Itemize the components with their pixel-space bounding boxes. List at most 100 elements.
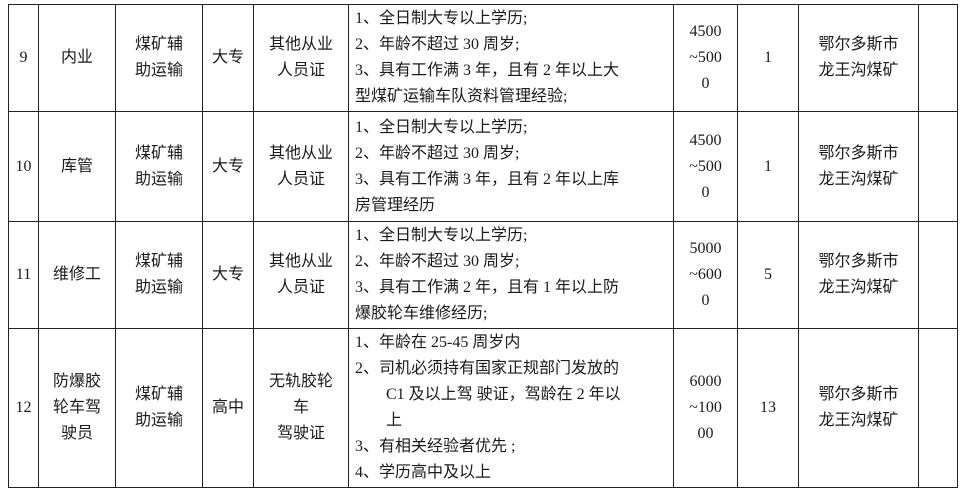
cell-headcount-line: 1	[764, 157, 772, 175]
cell-requirements-line: 上	[386, 412, 403, 429]
cell-salary-line: 0	[701, 183, 710, 201]
cell-salary-line: 0	[701, 292, 710, 309]
cell-requirements-line: 2、年龄不超过 30 周岁;	[355, 144, 520, 162]
cell-certificate-line: 人员证	[276, 62, 325, 79]
cell-certificate-line: 其他从业	[268, 253, 333, 270]
cell-requirements-line: 4、学历高中及以上	[355, 464, 492, 481]
cell-certificate-line: 人员证	[276, 170, 325, 188]
cell-row-number: 12	[8, 328, 39, 488]
cell-location: 鄂尔多斯市龙王沟煤矿	[798, 328, 919, 488]
cell-note	[918, 328, 958, 488]
cell-salary-line: 0	[701, 75, 710, 92]
cell-department-line: 助运输	[134, 412, 183, 429]
cell-requirements: 1、全日制大专以上学历; 2、年龄不超过 30 周岁; 3、具有工作满 3 年，且有…	[348, 111, 674, 222]
cell-salary-line: ~600	[689, 266, 722, 283]
cell-salary-line: ~500	[689, 49, 722, 66]
cell-salary-line: ~500	[689, 157, 722, 175]
cell-location-line: 龙王沟煤矿	[818, 170, 899, 188]
cell-position: 内业	[38, 4, 116, 112]
table-row: 10 库管 煤矿辅 助运输 大专 其他从业 人员证 1、全日制大专以上学历; 2、年龄不超过 3…	[8, 111, 958, 222]
cell-location-line: 鄂尔多斯市	[818, 253, 899, 270]
cell-certificate-line: 车	[292, 399, 309, 416]
cell-salary: 6000 ~100 00	[673, 328, 738, 488]
cell-requirements: 1、全日制大专以上学历; 2、年龄不超过 30 周岁; 3、具有工作满 3 年，且有…	[348, 4, 674, 112]
cell-location-line: 鄂尔多斯市	[818, 144, 899, 162]
cell-note	[918, 221, 958, 329]
cell-location: 鄂尔多斯市 龙王沟煤矿	[798, 4, 919, 112]
cell-requirements: 1、年龄在 25-45 周岁内 2、司机必须持有国家正规部门发放的 C1 及以上驾 …	[348, 328, 674, 488]
cell-position-line: 库管	[60, 157, 93, 175]
cell-position: 库管	[38, 111, 116, 222]
cell-certificate-line: 人员证	[276, 279, 325, 296]
cell-position-line: 防爆胶	[52, 373, 101, 390]
cell-location-line: 龙王沟煤矿	[818, 62, 899, 79]
cell-department-line: 煤矿辅	[134, 386, 183, 403]
cell-department-line: 助运输	[134, 279, 183, 296]
cell-certificate-line: 其他从业	[268, 36, 333, 53]
cell-education-line: 大专	[211, 157, 244, 175]
cell-location: 鄂尔多斯市龙王沟煤矿	[798, 111, 919, 222]
cell-row-number: 10	[8, 111, 39, 222]
cell-requirements-line: 1、年龄在 25-45 周岁内	[355, 334, 521, 351]
cell-certificate: 无轨胶轮车驾驶证	[253, 328, 349, 488]
cell-salary: 5000 ~600 0	[673, 221, 738, 329]
cell-department-line: 煤矿辅	[134, 144, 183, 162]
cell-requirements-line: 1、全日制大专以上学历;	[355, 10, 528, 27]
cell-education-line: 大专	[211, 266, 244, 283]
cell-location: 鄂尔多斯市 龙王沟煤矿	[798, 221, 919, 329]
cell-salary: 4500 ~500 0	[673, 4, 738, 112]
cell-requirements-line: 1、全日制大专以上学历;	[355, 227, 528, 244]
cell-education-line: 高中	[211, 399, 244, 416]
cell-headcount-line: 1	[764, 49, 772, 66]
cell-position: 防爆胶 轮车驾 驶员	[38, 328, 116, 488]
cell-requirements-line: 爆胶轮车维修经历;	[355, 305, 488, 322]
cell-salary-line: ~100	[689, 399, 722, 416]
cell-certificate: 其他从业 人员证	[253, 111, 349, 222]
cell-salary-line: 6000	[689, 373, 722, 390]
cell-requirements-line: 2、年龄不超过 30 周岁;	[355, 253, 520, 270]
cell-row-number-line: 11	[15, 266, 32, 283]
cell-department-line: 助运输	[134, 170, 183, 188]
cell-salary-line: 00	[697, 425, 714, 442]
recruitment-table: 9 内业 煤矿辅 助运输 大专 其他从业 人员证 1、全日制大专以上学历; 2、年龄不超过 30…	[8, 4, 958, 488]
cell-location-line: 鄂尔多斯市	[818, 386, 899, 403]
cell-education: 大专	[202, 221, 254, 329]
cell-row-number-line: 9	[19, 49, 28, 66]
cell-requirements-line: 房管理经历	[355, 196, 436, 214]
cell-requirements-line: 3、有相关经验者优先 ;	[355, 438, 516, 455]
cell-certificate: 其他从业 人员证	[253, 221, 349, 329]
cell-position: 维修工	[38, 221, 116, 329]
cell-headcount: 1	[737, 4, 799, 112]
cell-certificate-line: 其他从业	[268, 144, 333, 162]
cell-salary-line: 4500	[689, 23, 722, 40]
cell-requirements-line: 3、具有工作满 2 年，且有 1 年以上防	[355, 279, 620, 296]
cell-requirements-line: 2、年龄不超过 30 周岁;	[355, 36, 520, 53]
cell-location-line: 龙王沟煤矿	[818, 412, 899, 429]
cell-certificate-line: 驾驶证	[276, 425, 325, 442]
cell-headcount-line: 5	[764, 266, 772, 283]
cell-department: 煤矿辅 助运输	[115, 4, 203, 112]
cell-note	[918, 111, 958, 222]
cell-position-line: 驶员	[60, 425, 93, 442]
table-row: 11 维修工 煤矿辅 助运输 大专 其他从业 人员证 1、全日制大专以上学历; 2、年龄不超过 …	[8, 221, 958, 329]
cell-position-line: 轮车驾	[52, 399, 101, 416]
cell-position-line: 内业	[60, 49, 93, 66]
cell-row-number: 9	[8, 4, 39, 112]
cell-department-line: 煤矿辅	[134, 36, 183, 53]
cell-department: 煤矿辅 助运输	[115, 111, 203, 222]
cell-department: 煤矿辅 助运输	[115, 328, 203, 488]
cell-department: 煤矿辅 助运输	[115, 221, 203, 329]
cell-education: 大专	[202, 4, 254, 112]
cell-headcount: 1	[737, 111, 799, 222]
cell-salary-line: 4500	[689, 131, 722, 149]
cell-headcount: 5	[737, 221, 799, 329]
cell-requirements-line: C1 及以上驾 驶证，驾龄在 2 年以	[386, 386, 621, 403]
cell-salary: 4500 ~500 0	[673, 111, 738, 222]
cell-note	[918, 4, 958, 112]
cell-certificate: 其他从业 人员证	[253, 4, 349, 112]
table-body: 9 内业 煤矿辅 助运输 大专 其他从业 人员证 1、全日制大专以上学历; 2、年龄不超过 30…	[8, 4, 958, 488]
cell-requirements-line: 3、具有工作满 3 年，且有 2 年以上大	[355, 62, 620, 79]
table-row: 9 内业 煤矿辅 助运输 大专 其他从业人员证 1、全日制大专以上学历; 2、年龄不超过 30…	[8, 4, 958, 112]
cell-department-line: 煤矿辅	[134, 253, 183, 270]
cell-row-number-line: 10	[15, 157, 32, 175]
